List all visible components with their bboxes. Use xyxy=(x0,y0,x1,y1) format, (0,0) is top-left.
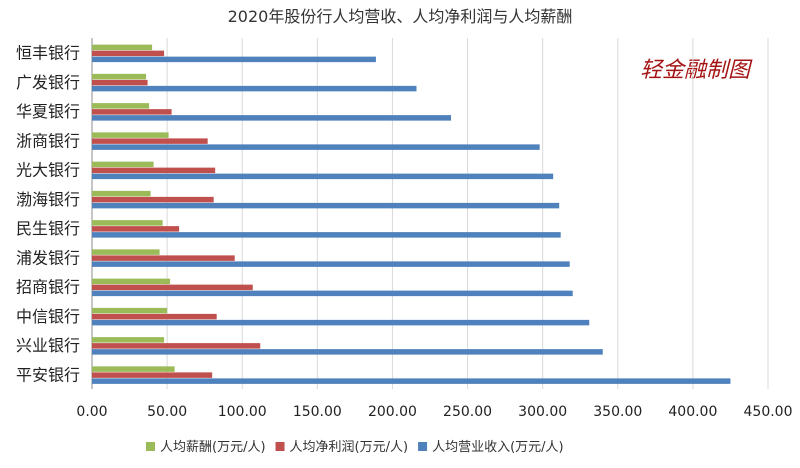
bar-中信银行-2 xyxy=(92,313,217,320)
bar-兴业银行-2 xyxy=(92,343,261,349)
legend-swatch xyxy=(418,442,428,451)
bar-渤海银行-1 xyxy=(92,190,151,197)
bar-广发银行-2 xyxy=(92,79,148,86)
bar-渤海银行-3 xyxy=(92,202,560,209)
bar-招商银行-2 xyxy=(92,284,253,291)
category-label: 广发银行 xyxy=(16,73,80,92)
legend-label: 人均营业收入(万元/人) xyxy=(432,440,564,455)
bar-渤海银行-2 xyxy=(92,196,214,203)
x-tick-label: 400.00 xyxy=(668,404,717,420)
legend-swatch xyxy=(275,442,285,451)
x-tick-label: 350.00 xyxy=(593,404,642,420)
bar-浙商银行-2 xyxy=(92,138,208,144)
legend-label: 人均净利润(万元/人) xyxy=(290,440,409,455)
bar-民生银行-3 xyxy=(92,232,561,238)
bar-兴业银行-1 xyxy=(92,337,165,343)
bar-中信银行-3 xyxy=(92,319,590,326)
category-label: 光大银行 xyxy=(16,161,80,180)
bar-广发银行-1 xyxy=(92,73,147,80)
x-tick-label: 200.00 xyxy=(368,404,417,420)
bar-光大银行-3 xyxy=(92,173,554,180)
x-tick-label: 450.00 xyxy=(744,404,793,420)
bar-华夏银行-2 xyxy=(92,109,172,115)
x-tick-label: 100.00 xyxy=(218,404,267,420)
bar-民生银行-2 xyxy=(92,226,180,232)
bars-group xyxy=(92,44,731,384)
bar-浙商银行-1 xyxy=(92,132,169,138)
bar-平安银行-1 xyxy=(92,366,175,372)
bar-民生银行-1 xyxy=(92,220,163,226)
category-labels: 恒丰银行广发银行华夏银行浙商银行光大银行渤海银行民生银行浦发银行招商银行中信银行… xyxy=(16,44,80,385)
bar-中信银行-1 xyxy=(92,307,168,314)
legend-label: 人均薪酬(万元/人) xyxy=(160,440,266,455)
tick-labels: 0.00 50.00 100.00 150.00 200.00 250.00 300.00 3… xyxy=(76,404,792,420)
bar-华夏银行-1 xyxy=(92,103,150,109)
bar-平安银行-3 xyxy=(92,378,731,384)
bar-招商银行-3 xyxy=(92,290,573,297)
bar-浦发银行-2 xyxy=(92,255,235,261)
category-label: 兴业银行 xyxy=(16,336,80,355)
category-label: 华夏银行 xyxy=(16,102,80,121)
category-label: 浙商银行 xyxy=(16,131,80,150)
legend: 人均薪酬(万元/人) 人均净利润(万元/人) 人均营业收入(万元/人) xyxy=(146,440,564,455)
bar-恒丰银行-2 xyxy=(92,50,165,57)
category-label: 浦发银行 xyxy=(16,248,80,267)
category-label: 民生银行 xyxy=(16,219,80,238)
x-tick-label: 300.00 xyxy=(518,404,567,420)
x-tick-label: 50.00 xyxy=(147,404,187,420)
chart-title: 2020年股份行人均营收、人均净利润与人均薪酬 xyxy=(228,7,573,26)
bar-恒丰银行-1 xyxy=(92,44,153,51)
bar-浙商银行-3 xyxy=(92,144,540,150)
bar-招商银行-1 xyxy=(92,278,171,285)
x-tick-label: 0.00 xyxy=(76,404,107,420)
x-tick-label: 250.00 xyxy=(443,404,492,420)
grid-lines xyxy=(91,38,769,389)
category-label: 中信银行 xyxy=(16,307,80,326)
category-label: 恒丰银行 xyxy=(16,44,80,63)
bar-光大银行-1 xyxy=(92,161,154,168)
bar-光大银行-2 xyxy=(92,167,216,174)
watermark-text: 轻金融制图 xyxy=(640,58,753,83)
bar-华夏银行-3 xyxy=(92,115,452,121)
bar-广发银行-3 xyxy=(92,85,417,92)
bar-浦发银行-1 xyxy=(92,249,160,255)
category-label: 平安银行 xyxy=(16,365,80,384)
bar-浦发银行-3 xyxy=(92,261,570,267)
x-tick-label: 150.00 xyxy=(293,404,342,420)
bar-兴业银行-3 xyxy=(92,349,603,355)
category-label: 招商银行 xyxy=(16,278,80,297)
legend-swatch xyxy=(146,442,155,451)
bar-恒丰银行-3 xyxy=(92,56,376,63)
category-label: 渤海银行 xyxy=(16,190,80,209)
bar-平安银行-2 xyxy=(92,372,213,378)
